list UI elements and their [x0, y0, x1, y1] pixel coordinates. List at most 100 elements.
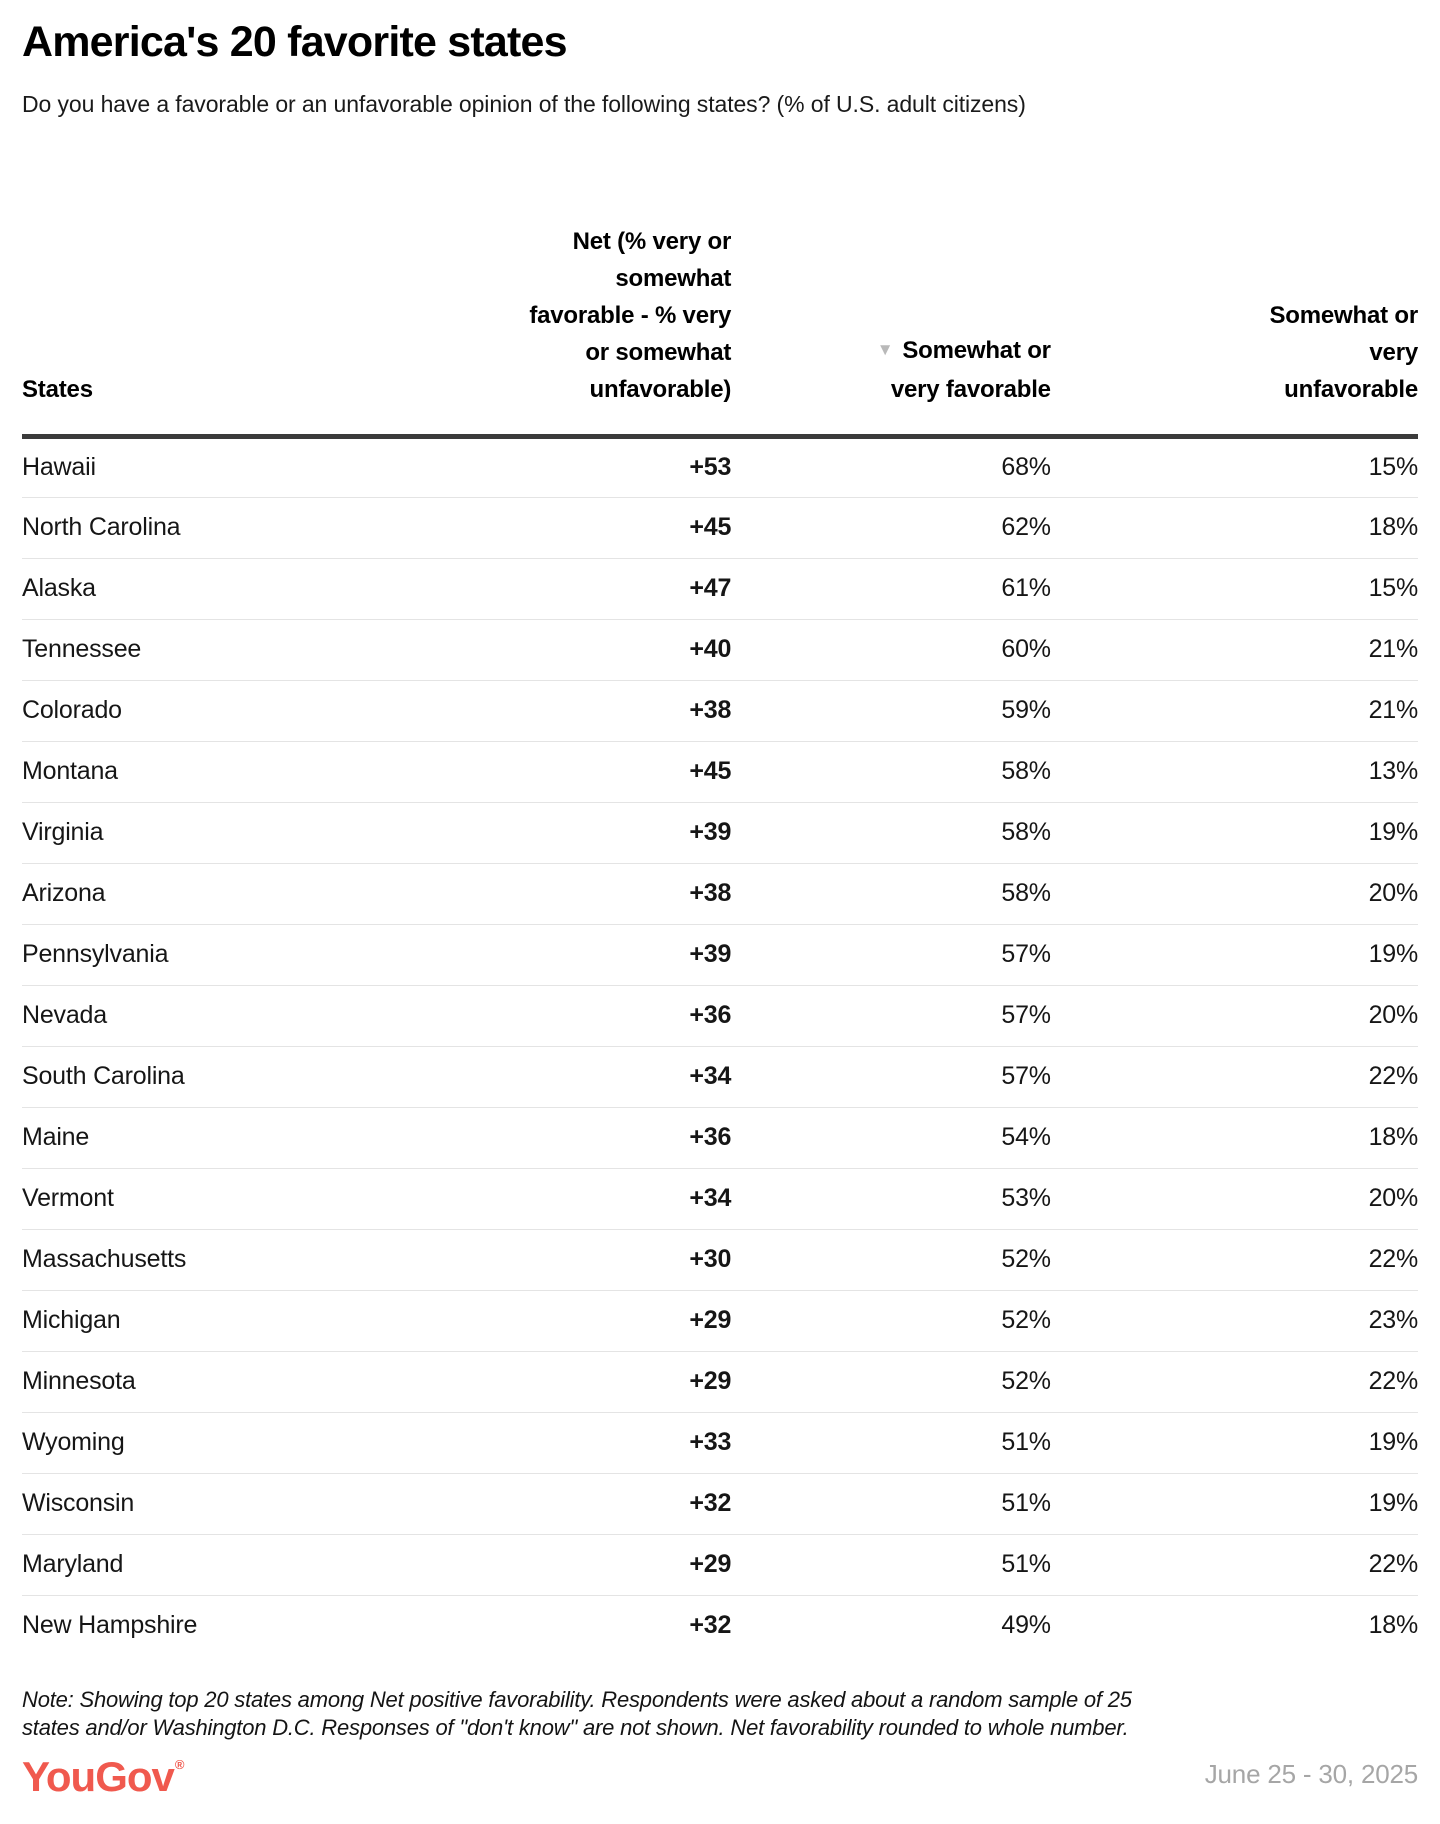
page-title: America's 20 favorite states: [22, 18, 568, 66]
table-row: Nevada +36 57% 20%: [22, 985, 1418, 1047]
net-favorability-cell: +38: [510, 680, 731, 742]
favorable-percent-cell: 62%: [731, 497, 1051, 559]
unfavorable-percent-cell: 19%: [1050, 1412, 1418, 1474]
table-row: Pennsylvania +39 57% 19%: [22, 924, 1418, 986]
table-row: Montana +45 58% 13%: [22, 741, 1418, 803]
table-row: Massachusetts +30 52% 22%: [22, 1229, 1418, 1291]
table-row: Maine +36 54% 18%: [22, 1107, 1418, 1169]
net-favorability-cell: +34: [510, 1046, 731, 1108]
net-favorability-cell: +45: [510, 741, 731, 803]
net-favorability-cell: +30: [510, 1229, 731, 1291]
column-header-net-label: Net (% very or somewhat favorable - % ve…: [529, 227, 732, 403]
state-name-cell: Michigan: [22, 1290, 511, 1352]
net-favorability-cell: +29: [510, 1534, 731, 1596]
state-name-cell: Montana: [22, 741, 511, 803]
net-favorability-cell: +40: [510, 619, 731, 681]
unfavorable-percent-cell: 21%: [1050, 619, 1418, 681]
table-row: Vermont +34 53% 20%: [22, 1168, 1418, 1230]
table-row: New Hampshire +32 49% 18%: [22, 1595, 1418, 1656]
unfavorable-percent-cell: 22%: [1050, 1229, 1418, 1291]
favorable-percent-cell: 52%: [731, 1290, 1051, 1352]
yougov-logo: YouGov®: [22, 1753, 184, 1801]
table-body: Hawaii +53 68% 15% North Carolina +45 62…: [22, 436, 1418, 1656]
favorable-percent-cell: 57%: [731, 1046, 1051, 1108]
favorable-percent-cell: 60%: [731, 619, 1051, 681]
table-row: North Carolina +45 62% 18%: [22, 497, 1418, 559]
unfavorable-percent-cell: 15%: [1050, 436, 1418, 498]
footnote: Note: Showing top 20 states among Net po…: [22, 1687, 1132, 1741]
unfavorable-percent-cell: 18%: [1050, 497, 1418, 559]
column-header-unfavorable-label: Somewhat or very unfavorable: [1269, 301, 1419, 403]
state-name-cell: Maine: [22, 1107, 511, 1169]
column-header-states: States: [22, 118, 511, 439]
table-row: Wisconsin +32 51% 19%: [22, 1473, 1418, 1535]
net-favorability-cell: +45: [510, 497, 731, 559]
favorable-percent-cell: 61%: [731, 558, 1051, 620]
column-header-favorable[interactable]: ▼ Somewhat or very favorable: [731, 118, 1051, 439]
state-name-cell: Colorado: [22, 680, 511, 742]
favorable-percent-cell: 58%: [731, 863, 1051, 925]
favorable-percent-cell: 57%: [731, 985, 1051, 1047]
favorable-percent-cell: 57%: [731, 924, 1051, 986]
state-name-cell: Alaska: [22, 558, 511, 620]
unfavorable-percent-cell: 19%: [1050, 802, 1418, 864]
net-favorability-cell: +29: [510, 1290, 731, 1352]
net-favorability-cell: +38: [510, 863, 731, 925]
state-name-cell: Wisconsin: [22, 1473, 511, 1535]
page-subtitle: Do you have a favorable or an unfavorabl…: [22, 91, 1026, 118]
state-name-cell: Arizona: [22, 863, 511, 925]
table-row: Maryland +29 51% 22%: [22, 1534, 1418, 1596]
table-row: Colorado +38 59% 21%: [22, 680, 1418, 742]
net-favorability-cell: +47: [510, 558, 731, 620]
unfavorable-percent-cell: 13%: [1050, 741, 1418, 803]
table-row: Tennessee +40 60% 21%: [22, 619, 1418, 681]
sort-descending-icon[interactable]: ▼: [876, 339, 894, 359]
favorable-percent-cell: 58%: [731, 741, 1051, 803]
favorable-percent-cell: 59%: [731, 680, 1051, 742]
table-row: Alaska +47 61% 15%: [22, 558, 1418, 620]
net-favorability-cell: +29: [510, 1351, 731, 1413]
unfavorable-percent-cell: 20%: [1050, 1168, 1418, 1230]
state-name-cell: Maryland: [22, 1534, 511, 1596]
fieldwork-date-range: June 25 - 30, 2025: [1204, 1759, 1418, 1790]
net-favorability-cell: +36: [510, 1107, 731, 1169]
table-row: Wyoming +33 51% 19%: [22, 1412, 1418, 1474]
state-name-cell: Massachusetts: [22, 1229, 511, 1291]
state-name-cell: South Carolina: [22, 1046, 511, 1108]
table-row: Michigan +29 52% 23%: [22, 1290, 1418, 1352]
favorability-table: States Net (% very or somewhat favorable…: [22, 118, 1418, 1656]
state-name-cell: Pennsylvania: [22, 924, 511, 986]
unfavorable-percent-cell: 19%: [1050, 1473, 1418, 1535]
state-name-cell: Wyoming: [22, 1412, 511, 1474]
state-name-cell: Tennessee: [22, 619, 511, 681]
net-favorability-cell: +34: [510, 1168, 731, 1230]
favorable-percent-cell: 51%: [731, 1473, 1051, 1535]
unfavorable-percent-cell: 18%: [1368, 1611, 1419, 1640]
unfavorable-percent-cell: 19%: [1050, 924, 1418, 986]
state-name-cell: Hawaii: [22, 436, 511, 498]
unfavorable-percent-cell: 22%: [1050, 1351, 1418, 1413]
unfavorable-percent-cell: 18%: [1050, 1107, 1418, 1169]
footer: YouGov® June 25 - 30, 2025: [22, 1756, 1418, 1798]
favorable-percent-cell: 54%: [731, 1107, 1051, 1169]
unfavorable-percent-cell: 21%: [1050, 680, 1418, 742]
table-row: Virginia +39 58% 19%: [22, 802, 1418, 864]
state-name-cell: Minnesota: [22, 1351, 511, 1413]
table-row: Minnesota +29 52% 22%: [22, 1351, 1418, 1413]
table-row: South Carolina +34 57% 22%: [22, 1046, 1418, 1108]
column-header-favorable-label: Somewhat or very favorable: [890, 336, 1051, 403]
net-favorability-cell: +32: [689, 1611, 732, 1640]
favorable-percent-cell: 53%: [731, 1168, 1051, 1230]
state-name-cell: Virginia: [22, 802, 511, 864]
favorable-percent-cell: 68%: [731, 436, 1051, 498]
net-favorability-cell: +36: [510, 985, 731, 1047]
column-header-unfavorable: Somewhat or very unfavorable: [1050, 118, 1419, 439]
table-row: Arizona +38 58% 20%: [22, 863, 1418, 925]
net-favorability-cell: +53: [510, 436, 731, 498]
table-row: Hawaii +53 68% 15%: [22, 436, 1418, 498]
favorable-percent-cell: 49%: [1001, 1611, 1051, 1640]
favorable-percent-cell: 52%: [731, 1351, 1051, 1413]
state-name-cell: Nevada: [22, 985, 511, 1047]
net-favorability-cell: +39: [510, 802, 731, 864]
yougov-logo-text: YouGov: [22, 1753, 175, 1801]
